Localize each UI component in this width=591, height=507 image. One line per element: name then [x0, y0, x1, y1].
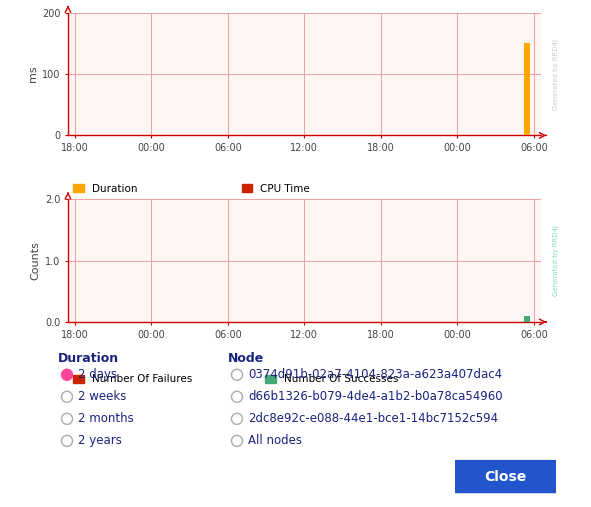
Text: Node: Node — [228, 352, 264, 365]
Text: 2dc8e92c-e088-44e1-bce1-14bc7152c594: 2dc8e92c-e088-44e1-bce1-14bc7152c594 — [248, 412, 498, 425]
FancyBboxPatch shape — [452, 460, 558, 493]
Circle shape — [61, 369, 73, 380]
Legend: Number Of Failures, Number Of Successes: Number Of Failures, Number Of Successes — [73, 374, 398, 384]
Text: Close: Close — [484, 469, 527, 484]
Text: Generated by RRD4J: Generated by RRD4J — [553, 39, 558, 110]
Text: 2 weeks: 2 weeks — [78, 390, 126, 403]
Bar — [524, 44, 530, 135]
Bar — [524, 316, 530, 322]
Legend: Duration, CPU Time: Duration, CPU Time — [73, 184, 310, 194]
Text: d66b1326-b079-4de4-a1b2-b0a78ca54960: d66b1326-b079-4de4-a1b2-b0a78ca54960 — [248, 390, 502, 403]
Text: 2 years: 2 years — [78, 434, 122, 447]
Text: Duration: Duration — [58, 352, 119, 365]
Text: 0374d91b-02a7-4104-823a-a623a407dac4: 0374d91b-02a7-4104-823a-a623a407dac4 — [248, 368, 502, 381]
Text: Generated by RRD4J: Generated by RRD4J — [553, 225, 558, 296]
Y-axis label: ms: ms — [28, 66, 38, 82]
Text: All nodes: All nodes — [248, 434, 302, 447]
Text: 2 days: 2 days — [78, 368, 117, 381]
Text: 2 months: 2 months — [78, 412, 134, 425]
Y-axis label: Counts: Counts — [31, 241, 41, 280]
